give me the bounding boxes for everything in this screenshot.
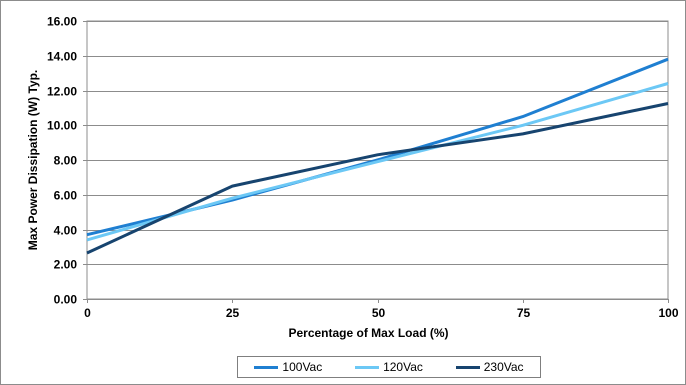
x-tick-label: 50	[372, 306, 386, 320]
y-tick-label: 10.00	[47, 119, 77, 133]
x-tick-label: 25	[226, 306, 240, 320]
y-axis-title: Max Power Dissipation (W) Typ.	[26, 70, 40, 250]
y-tick-label: 8.00	[54, 154, 78, 168]
legend-swatch	[254, 365, 279, 369]
legend-item-120vac: 120Vac	[355, 360, 423, 374]
legend-item-100vac: 100Vac	[254, 360, 322, 374]
y-tick-label: 0.00	[54, 293, 78, 307]
x-axis-title: Percentage of Max Load (%)	[288, 326, 448, 340]
legend-swatch	[355, 365, 380, 369]
y-tick-label: 16.00	[47, 15, 77, 29]
y-tick-label: 2.00	[54, 258, 78, 272]
x-tick-label: 0	[84, 306, 91, 320]
series-line-230vac	[86, 102, 669, 255]
legend-swatch	[455, 365, 480, 369]
y-tick-label: 6.00	[54, 189, 78, 203]
y-tick-label: 14.00	[47, 50, 77, 64]
y-tick-label: 4.00	[54, 224, 78, 238]
y-tick-label: 12.00	[47, 85, 77, 99]
chart-legend: 100Vac 120Vac 230Vac	[237, 356, 541, 378]
legend-item-230vac: 230Vac	[455, 360, 524, 374]
x-tick-label: 75	[517, 306, 531, 320]
series-line-120vac	[86, 82, 669, 242]
legend-label: 100Vac	[282, 360, 323, 374]
legend-label: 120Vac	[383, 360, 423, 374]
x-tick-label: 100	[658, 306, 678, 320]
legend-label: 230Vac	[483, 360, 524, 374]
